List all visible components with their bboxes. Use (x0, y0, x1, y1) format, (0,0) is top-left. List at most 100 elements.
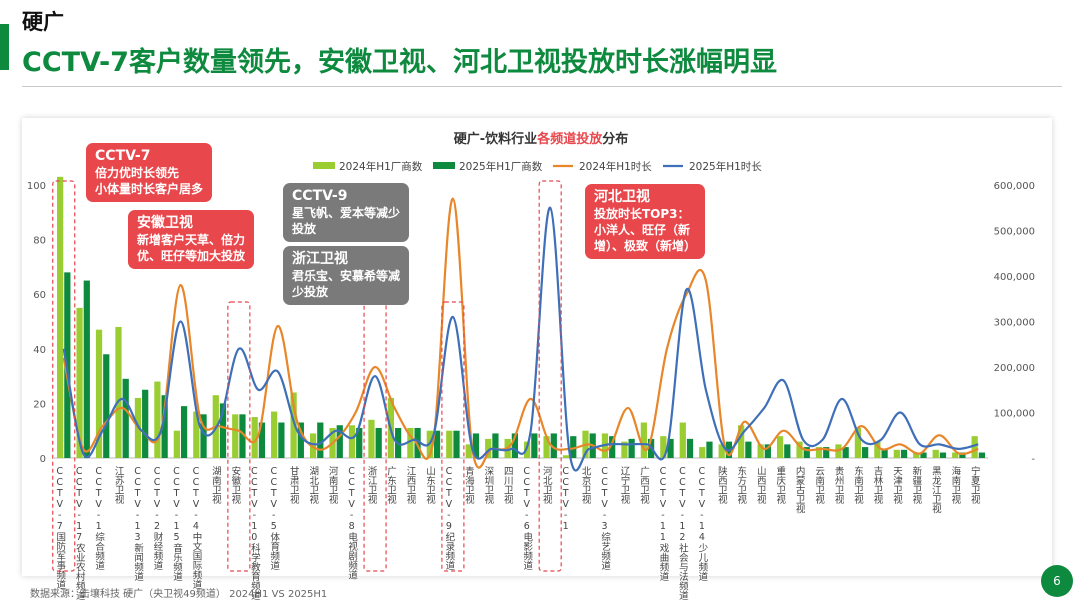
category-label: 湖南卫视 (210, 466, 222, 505)
bar-2025 (920, 452, 927, 458)
bar-2025 (978, 452, 985, 458)
bar-2024 (660, 436, 667, 458)
chart-legend: 2024年H1厂商数 2025年H1厂商数 2024年H1时长 2025年H1时长 (313, 160, 762, 173)
bar-2024 (543, 436, 550, 458)
bar-2024 (640, 422, 647, 458)
bar-2025 (453, 430, 460, 458)
right-axis-tick-label: - (1031, 454, 1035, 465)
bar-2025 (219, 403, 227, 458)
bar-2025 (570, 436, 577, 458)
bar-2024 (115, 326, 122, 458)
bar-2024 (679, 422, 686, 458)
category-label: CCTV-12社会与法频道 (677, 466, 689, 601)
highlight-box (538, 180, 562, 572)
category-label: 云南卫视 (813, 466, 825, 505)
category-label: 宁夏卫视 (969, 465, 981, 505)
bar-2025 (83, 280, 90, 458)
bar-2025 (609, 436, 616, 458)
bar-2025 (356, 427, 363, 458)
right-axis-tick-label: 100,000 (994, 409, 1035, 420)
left-axis-tick-label: 60 (33, 290, 46, 301)
chart-title-part: 硬广-饮料行业 (454, 131, 537, 147)
bar-2025 (706, 441, 713, 458)
callout-zhejiang: 浙江卫视 君乐宝、安慕希等减 少投放 (283, 246, 410, 305)
callout-title: 浙江卫视 (292, 251, 348, 267)
title-divider (22, 86, 1062, 87)
bar-2025 (180, 406, 188, 458)
bar-2024 (952, 452, 959, 458)
bar-2024 (446, 430, 453, 458)
category-label: CCTV-13新闻频道 (132, 466, 144, 582)
left-axis-tick-label: 40 (33, 345, 46, 356)
callout-body: 倍力优时长领先 小体量时长客户居多 (95, 166, 204, 196)
bar-2024 (368, 419, 375, 458)
category-label: 深圳卫视 (482, 466, 494, 505)
bar-2024 (95, 329, 103, 458)
category-label: CCTV-11戏曲频道 (657, 466, 669, 582)
bar-2025 (959, 452, 966, 458)
data-source: 数据来源：击壤科技 硬广（央卫视49频道） 2024H1 VS 2025H1 (30, 589, 328, 600)
callout-cctv9: CCTV-9 星飞帆、爱本等减少 投放 (283, 183, 410, 242)
bar-2025 (317, 422, 324, 458)
legend-swatch (313, 162, 335, 169)
bar-2025 (433, 430, 441, 458)
category-label: 天津卫视 (891, 466, 903, 505)
chart-title-highlight: 各频道投放 (536, 131, 603, 147)
category-label: 贵州卫视 (833, 465, 845, 505)
chart-title: 硬广-饮料行业各频道投放分布 (454, 131, 628, 147)
chart-title-part: 分布 (602, 131, 628, 147)
bar-2025 (511, 433, 518, 458)
callout-body: 星飞帆、爱本等减少 投放 (292, 206, 401, 236)
callout-hebei: 河北卫视 投放时长TOP3： 小洋人、旺仔（新 增）、极致（新增） (585, 184, 706, 259)
bar-2025 (492, 433, 499, 458)
callout-anhui: 安徽卫视 新增客户天草、倍力 优、旺仔等加大投放 (128, 210, 255, 269)
category-label: 湖北卫视 (307, 466, 319, 505)
category-label: CCTV-8电视剧频道 (346, 466, 358, 580)
category-label: 广东卫视 (385, 465, 397, 505)
bar-2025 (842, 447, 849, 458)
bar-2025 (745, 441, 752, 458)
category-label: 四川卫视 (502, 466, 514, 505)
category-label: 辽宁卫视 (619, 465, 631, 505)
category-label: CCTV-5体育频道 (268, 466, 280, 571)
category-label: 江西卫视 (404, 466, 416, 505)
bar-2024 (854, 427, 862, 458)
bar-2025 (375, 427, 382, 458)
bar-2025 (900, 449, 908, 458)
category-label: 广西卫视 (638, 465, 650, 505)
category-label: 甘肃卫视 (288, 465, 300, 505)
bar-2024 (738, 425, 745, 458)
bar-2024 (776, 436, 784, 458)
bar-2025 (200, 414, 207, 458)
category-label: 河北卫视 (541, 465, 553, 505)
callout-title: 安徽卫视 (137, 215, 193, 231)
right-axis-tick-label: 400,000 (994, 272, 1035, 283)
category-label: CCTV-15音乐频道 (171, 466, 183, 582)
category-label: CCTV-2财经频道 (152, 466, 164, 571)
callout-title: CCTV-7 (95, 148, 151, 164)
category-label: 内蒙古卫视 (794, 465, 806, 514)
bar-2024 (193, 411, 200, 458)
right-axis-tick-label: 500,000 (994, 227, 1035, 238)
bar-2025 (667, 438, 674, 458)
callout-title: CCTV-9 (292, 188, 348, 204)
category-label: 重庆卫视 (774, 465, 786, 505)
page-number: 6 (1041, 565, 1073, 597)
section-label: 硬广 (22, 10, 64, 34)
category-label: CCTV-14少儿频道 (696, 466, 708, 582)
category-label: CCTV-9纪录频道 (443, 466, 455, 571)
bar-2024 (718, 444, 725, 458)
left-axis-tick-label: 20 (33, 399, 46, 410)
category-label: 黑龙江卫视 (930, 466, 942, 514)
bar-2024 (621, 441, 628, 458)
bar-2024 (562, 455, 570, 458)
bar-2024 (913, 452, 920, 458)
category-label: CCTV-3综艺频道 (599, 466, 611, 571)
right-axis-tick-label: 200,000 (994, 363, 1035, 374)
callout-body: 投放时长TOP3： 小洋人、旺仔（新 增）、极致（新增） (594, 207, 697, 253)
bar-2024 (271, 411, 278, 458)
left-axis-tick-label: 0 (40, 454, 46, 465)
bar-2025 (939, 452, 947, 458)
bar-2024 (251, 417, 258, 458)
legend-label: 2024年H1时长 (579, 160, 652, 173)
